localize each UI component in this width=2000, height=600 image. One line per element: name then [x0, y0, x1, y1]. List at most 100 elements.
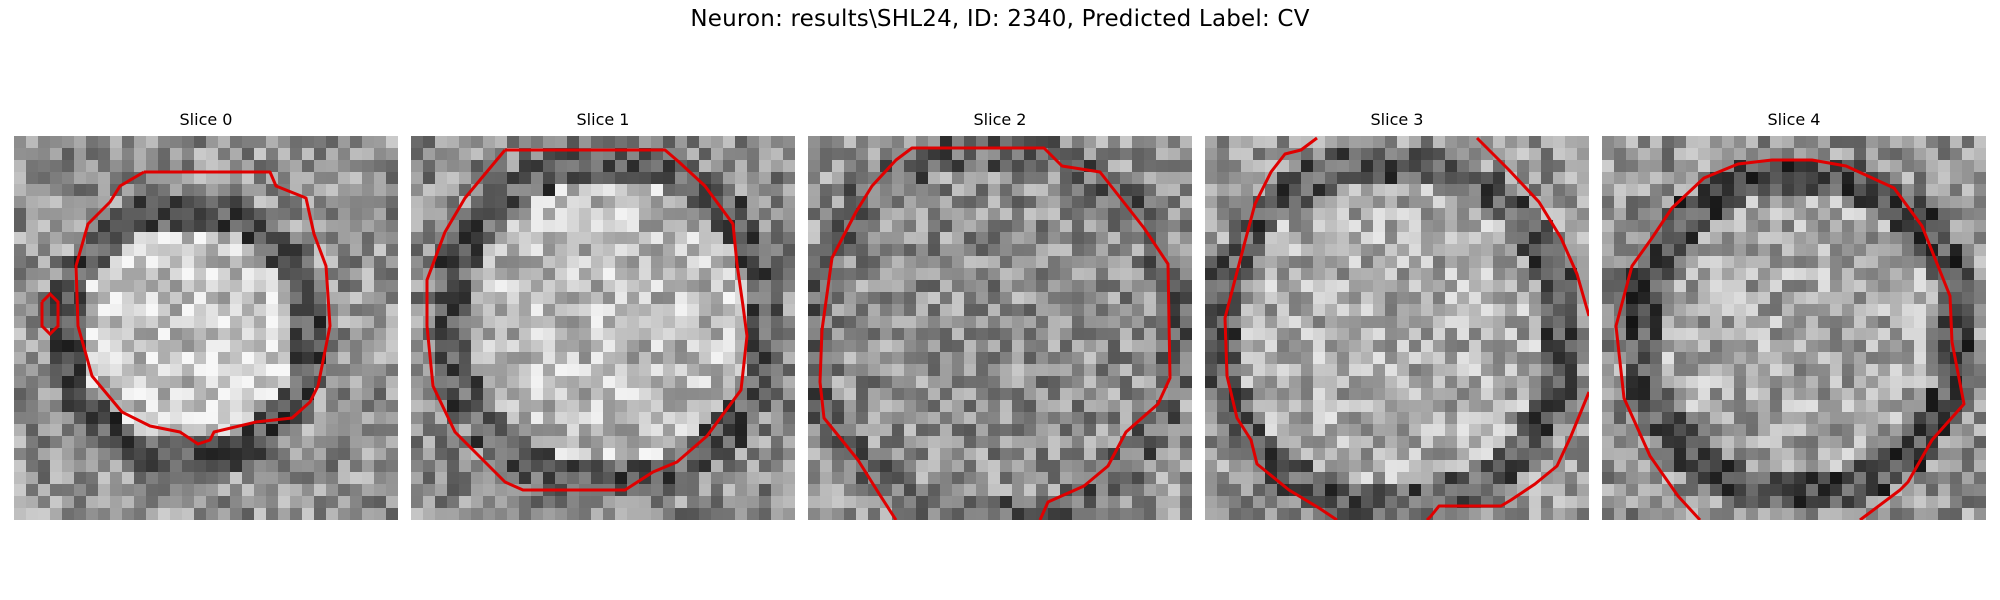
pixel [1842, 196, 1854, 208]
pixel [1493, 484, 1505, 496]
pixel [1662, 244, 1674, 256]
pixel [976, 400, 988, 412]
pixel [1734, 352, 1746, 364]
pixel [1517, 424, 1529, 436]
pixel [507, 316, 519, 328]
pixel [98, 472, 110, 484]
pixel [50, 424, 62, 436]
pixel [290, 304, 302, 316]
pixel [38, 388, 50, 400]
pixel [1168, 184, 1180, 196]
pixel [423, 184, 435, 196]
pixel [1325, 232, 1337, 244]
pixel [1746, 196, 1758, 208]
pixel [158, 136, 170, 148]
pixel [820, 208, 832, 220]
pixel [711, 376, 723, 388]
pixel [1614, 400, 1626, 412]
pixel [639, 244, 651, 256]
pixel [1794, 424, 1806, 436]
pixel [1433, 148, 1445, 160]
pixel [1060, 172, 1072, 184]
pixel [218, 508, 230, 520]
pixel [1409, 256, 1421, 268]
pixel [62, 316, 74, 328]
pixel [1144, 328, 1156, 340]
pixel [639, 340, 651, 352]
pixel [1962, 388, 1974, 400]
pixel [1541, 400, 1553, 412]
pixel [170, 172, 182, 184]
pixel [1794, 220, 1806, 232]
pixel [1926, 400, 1938, 412]
pixel [386, 352, 398, 364]
pixel [1337, 292, 1349, 304]
pixel [1914, 328, 1926, 340]
pixel [1493, 208, 1505, 220]
pixel [278, 436, 290, 448]
pixel [1626, 220, 1638, 232]
pixel [1180, 292, 1192, 304]
pixel [483, 340, 495, 352]
pixel [579, 316, 591, 328]
pixel [1722, 328, 1734, 340]
pixel [1818, 316, 1830, 328]
pixel [1974, 436, 1986, 448]
pixel [242, 448, 254, 460]
pixel [1180, 316, 1192, 328]
pixel [1794, 184, 1806, 196]
pixel [1180, 508, 1192, 520]
pixel [1734, 196, 1746, 208]
pixel [783, 508, 795, 520]
pixel [1505, 340, 1517, 352]
pixel [651, 496, 663, 508]
pixel [1385, 412, 1397, 424]
pixel [892, 208, 904, 220]
pixel [1650, 316, 1662, 328]
pixel [1132, 340, 1144, 352]
pixel [14, 328, 26, 340]
pixel [98, 436, 110, 448]
pixel [591, 340, 603, 352]
pixel [603, 256, 615, 268]
pixel [447, 496, 459, 508]
pixel [1012, 136, 1024, 148]
pixel [1553, 484, 1565, 496]
pixel [844, 148, 856, 160]
pixel [242, 148, 254, 160]
pixel [783, 280, 795, 292]
pixel [976, 304, 988, 316]
pixel [1289, 268, 1301, 280]
pixel [1012, 472, 1024, 484]
slice-image [1205, 136, 1589, 520]
pixel [1505, 352, 1517, 364]
pixel [1674, 328, 1686, 340]
pixel [230, 232, 242, 244]
pixel [555, 376, 567, 388]
pixel [1457, 196, 1469, 208]
pixel [1686, 364, 1698, 376]
pixel [411, 196, 423, 208]
pixel [1493, 352, 1505, 364]
pixel [1301, 484, 1313, 496]
pixel [699, 496, 711, 508]
pixel [242, 340, 254, 352]
pixel [1156, 484, 1168, 496]
pixel [1842, 352, 1854, 364]
pixel [1349, 412, 1361, 424]
pixel [519, 364, 531, 376]
pixel [567, 496, 579, 508]
pixel [230, 220, 242, 232]
pixel [230, 448, 242, 460]
pixel [1469, 256, 1481, 268]
pixel [1577, 364, 1589, 376]
pixel [134, 232, 146, 244]
pixel [880, 400, 892, 412]
pixel [242, 196, 254, 208]
pixel [1626, 328, 1638, 340]
pixel [555, 184, 567, 196]
pixel [1806, 376, 1818, 388]
pixel [483, 412, 495, 424]
pixel [1084, 472, 1096, 484]
pixel [567, 232, 579, 244]
